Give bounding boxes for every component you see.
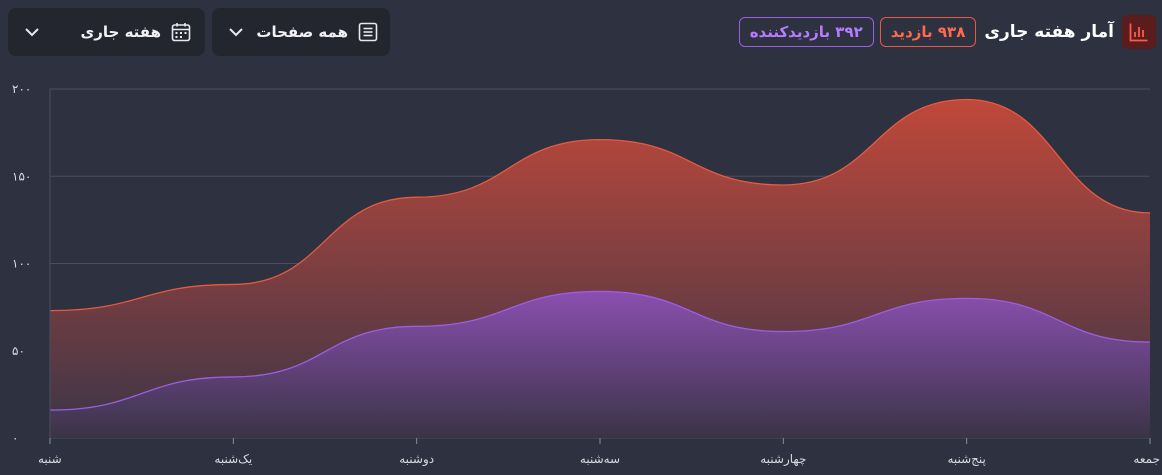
chart-title: آمار هفته جاری	[984, 22, 1114, 42]
x-tick-label: چهارشنبه	[760, 452, 806, 467]
visits-badge: ۹۳۸ بازدید	[879, 17, 977, 47]
chart-header: هفته جاری همه صفحات آمار	[0, 0, 1162, 64]
y-tick-label: ۱۵۰	[12, 169, 31, 183]
x-tick-label: پنج‌شنبه	[947, 452, 985, 466]
x-tick-label: جمعه	[1133, 452, 1160, 466]
visitors-area-line	[49, 290, 1151, 411]
y-tick-label: ۲۰۰	[12, 82, 31, 96]
y-tick-label: ۱۰۰	[12, 257, 31, 271]
x-tick-label: دوشنبه	[399, 452, 434, 467]
bar-chart-icon	[1122, 15, 1156, 49]
chevron-down-icon	[22, 22, 42, 42]
week-filter-label: هفته جاری	[80, 23, 161, 41]
chart-title-group: آمار هفته جاری ۹۳۸ بازدید ۳۹۲ بازدیدکنند…	[733, 12, 1156, 52]
area-chart: ۰ ۵۰ ۱۰۰ ۱۵۰ ۲۰۰ شنبه یک‌شنبه دوشنبه سه‌شنبه چهار…	[12, 82, 1160, 467]
pages-filter-dropdown[interactable]: همه صفحات	[212, 8, 390, 56]
visitors-area	[50, 291, 1150, 438]
list-icon	[356, 20, 380, 44]
chevron-down-icon	[226, 22, 246, 42]
x-tick-label: سه‌شنبه	[580, 452, 620, 466]
pages-filter-label: همه صفحات	[256, 23, 348, 41]
calendar-icon	[169, 20, 193, 44]
y-tick-label: ۰	[12, 431, 18, 445]
y-tick-label: ۵۰	[12, 344, 25, 358]
visits-area-line	[49, 98, 1151, 312]
visitors-badge: ۳۹۲ بازدیدکننده	[738, 17, 874, 47]
week-filter-dropdown[interactable]: هفته جاری	[8, 8, 205, 56]
x-tick-label: یک‌شنبه	[214, 452, 252, 466]
x-tick-label: شنبه	[38, 452, 62, 466]
